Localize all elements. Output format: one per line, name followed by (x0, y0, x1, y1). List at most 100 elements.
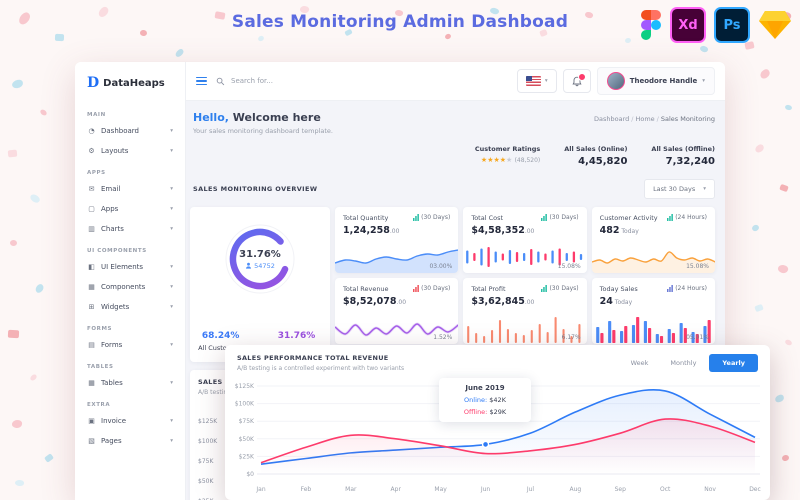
card-title: Customer Activity (599, 214, 658, 222)
svg-text:Nov: Nov (704, 486, 716, 493)
sidebar-item-components[interactable]: ▦ Components ▾ (75, 277, 185, 297)
sidebar-section-extra: EXTRA (87, 402, 111, 408)
all-sales-offline: All Sales (Offline) 7,32,240 (651, 145, 715, 167)
chevron-down-icon: ▾ (170, 206, 173, 212)
svg-text:May: May (434, 486, 447, 493)
welcome-subtitle: Your sales monitoring dashboard template… (193, 127, 333, 135)
sidebar-item-label: Pages (101, 437, 122, 445)
welcome-heading: Hello, Welcome here (193, 111, 321, 124)
chevron-down-icon: ▾ (170, 438, 173, 444)
dashboard-icon: ◔ (88, 127, 95, 135)
svg-text:Dec: Dec (749, 486, 761, 493)
search-icon (216, 77, 225, 85)
sidebar-item-tables[interactable]: ▦ Tables ▾ (75, 373, 185, 393)
person-icon (246, 262, 252, 269)
confetti-shape (39, 108, 48, 117)
svg-text:Apr: Apr (391, 486, 402, 493)
donut-count: 54752 (245, 262, 275, 270)
user-name: Theodore Handle (629, 77, 698, 85)
confetti-shape (781, 454, 790, 462)
card-today-sales: Today Sales (24 Hours) 24 Today 05.01% (591, 278, 715, 344)
mini-bars-icon (667, 285, 674, 292)
breadcrumb[interactable]: Dashboard / Home / Sales Monitoring (593, 115, 715, 123)
components-icon: ▦ (88, 283, 95, 291)
user-menu[interactable]: Theodore Handle ▾ (596, 67, 715, 95)
chevron-down-icon: ▾ (170, 128, 173, 134)
tab-week[interactable]: Week (630, 359, 649, 367)
brand[interactable]: D DataHeaps (75, 66, 185, 103)
sidebar-item-ui-elements[interactable]: ◧ UI Elements ▾ (75, 257, 185, 277)
sidebar-item-label: Charts (101, 225, 124, 233)
change-percent: 05.01% (686, 334, 709, 341)
confetti-shape (14, 479, 25, 487)
brand-logo-icon: D (87, 75, 100, 91)
chevron-down-icon: ▾ (170, 186, 173, 192)
sidebar-item-email[interactable]: ✉ Email ▾ (75, 179, 185, 199)
star-rating-icon: ★★★★★ (480, 156, 513, 164)
card-period: (24 Hours) (667, 285, 707, 292)
card-period: (24 Hours) (667, 214, 707, 221)
sidebar-section-ui-components: UI COMPONENTS (87, 248, 147, 254)
sparkline-chart (591, 241, 715, 273)
search-input[interactable] (229, 76, 323, 86)
sidebar-item-layouts[interactable]: ⚙ Layouts ▾ (75, 141, 185, 161)
date-range-select[interactable]: Last 30 Days ▾ (644, 179, 715, 199)
svg-text:Mar: Mar (345, 486, 357, 493)
chart-title: SALES PERFORMANCE TOTAL REVENUE (237, 354, 389, 362)
confetti-shape (779, 183, 789, 193)
sidebar-item-widgets[interactable]: ⊞ Widgets ▾ (75, 297, 185, 317)
sidebar-item-label: Email (101, 185, 121, 193)
mini-bars-icon (667, 214, 674, 221)
tab-yearly[interactable]: Yearly (709, 354, 758, 372)
sidebar-item-pages[interactable]: ▧ Pages ▾ (75, 431, 185, 451)
confetti-shape (28, 192, 42, 205)
card-customer-activity: Customer Activity (24 Hours) 482 Today 15.0… (591, 207, 715, 273)
svg-text:Aug: Aug (570, 486, 582, 493)
pages-icon: ▧ (88, 437, 95, 445)
chevron-down-icon: ▾ (170, 226, 173, 232)
brand-name: DataHeaps (103, 77, 165, 89)
chart-header: SALES PERFORMANCE TOTAL REVENUE A/B test… (225, 345, 770, 372)
notifications-button[interactable] (562, 69, 591, 93)
card-title: Total Cost (471, 214, 504, 222)
search-box[interactable] (216, 76, 323, 86)
confetti-shape (751, 223, 760, 233)
revenue-chart: $0 $25K $50K $75K $100K $125K Jan Feb Mar Apr May J… (225, 374, 770, 500)
sketch-icon (759, 11, 791, 39)
svg-text:Sep: Sep (615, 486, 627, 493)
sidebar-item-charts[interactable]: ▥ Charts ▾ (75, 219, 185, 239)
card-value: $3,62,845.00 (471, 296, 535, 307)
tab-monthly[interactable]: Monthly (670, 359, 697, 367)
sidebar-item-label: Forms (101, 341, 123, 349)
sidebar-item-apps[interactable]: ▢ Apps ▾ (75, 199, 185, 219)
card-total-profit: Total Profit (30 Days) $3,62,845.00 6.17% (463, 278, 587, 344)
confetti-shape (444, 32, 452, 41)
sidebar-item-forms[interactable]: ▤ Forms ▾ (75, 335, 185, 355)
menu-toggle-icon[interactable] (196, 75, 207, 88)
svg-text:$100K: $100K (235, 401, 255, 408)
mini-bars-icon (541, 214, 548, 221)
confetti-shape (784, 338, 793, 347)
confetti-shape (753, 143, 766, 154)
overview-row: SALES MONITORING OVERVIEW Last 30 Days ▾ (186, 173, 725, 205)
svg-text:Feb: Feb (301, 486, 312, 493)
chart-period-tabs: Week Monthly Yearly (622, 354, 758, 372)
chevron-down-icon: ▾ (170, 264, 173, 270)
stat-cards-grid: Total Quantity (30 Days) 1,24,258.00 03.00%… (335, 207, 715, 362)
topbar-right: ▾ Theodore Handle ▾ (516, 67, 715, 95)
sidebar-item-dashboard[interactable]: ◔ Dashboard ▾ (75, 121, 185, 141)
sidebar-item-invoice[interactable]: ▣ Invoice ▾ (75, 411, 185, 431)
language-selector[interactable]: ▾ (516, 69, 557, 93)
y-axis-tick: $25K (198, 498, 213, 500)
tables-icon: ▦ (88, 379, 95, 387)
sidebar-item-label: Invoice (101, 417, 127, 425)
card-title: Total Profit (471, 285, 506, 293)
svg-text:Jun: Jun (480, 486, 491, 493)
chart-subtitle: A/B testing is a controlled experiment w… (237, 365, 405, 372)
card-value: 482 Today (599, 225, 639, 236)
sidebar-item-label: Components (101, 283, 146, 291)
widgets-icon: ⊞ (88, 303, 95, 311)
card-total-revenue: Total Revenue (30 Days) $8,52,078.00 1.52% (335, 278, 459, 344)
sparkline-chart (592, 312, 715, 344)
